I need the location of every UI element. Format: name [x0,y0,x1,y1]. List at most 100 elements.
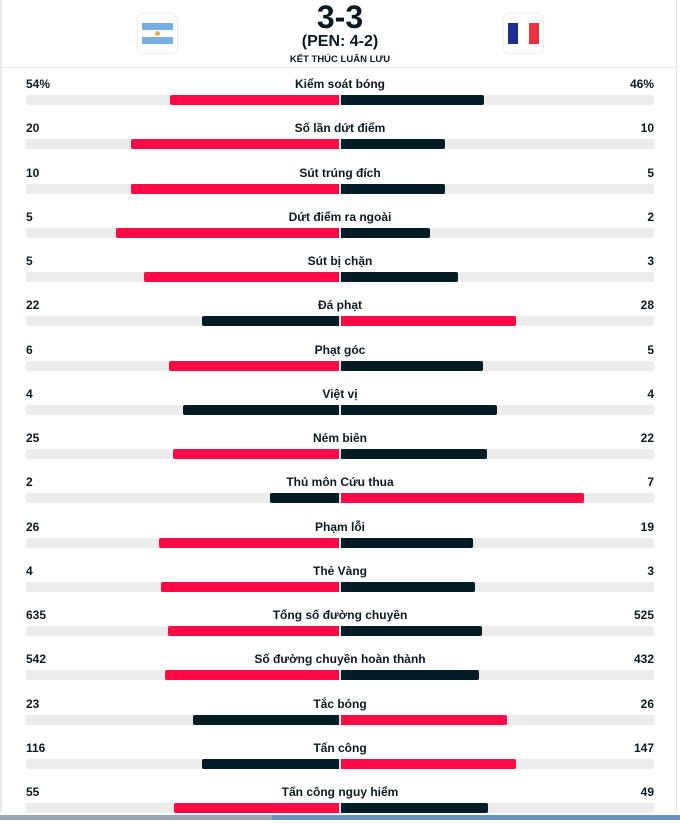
flag-stripe-blue [508,23,519,44]
away-stat-bar [341,404,497,415]
os-taskbar-edge [0,815,680,820]
away-stat-bar [341,139,445,150]
home-stat-bar [116,227,339,238]
stat-row: 2 Thủ môn Cứu thua 7 [0,474,680,514]
frame-border-left [0,0,2,812]
stat-bar-track [26,714,654,725]
away-stat-bar [341,537,473,548]
stat-row: 116 Tấn công 147 [0,740,680,780]
stat-bar-track [26,449,654,459]
stat-label: Số đường chuyền hoàn thành [254,652,426,667]
france-flag-icon [508,23,539,44]
stat-row: 4 Thẻ Vàng 3 [0,563,680,603]
stat-bar-track [26,758,654,769]
stat-label: Thủ môn Cứu thua [286,475,394,490]
home-stat-bar [270,493,339,504]
away-stat-value: 4 [647,386,654,401]
stat-label: Sút bị chặn [307,254,373,268]
stat-label: Tấn công nguy hiểm [281,785,399,799]
away-stat-value: 5 [647,342,654,357]
home-stat-bar [202,758,339,769]
home-stat-bar [131,183,339,194]
flag-stripe-white [518,23,529,44]
home-stat-value: 54% [26,77,51,91]
home-stat-value: 5 [26,209,33,224]
away-stat-value: 147 [633,740,654,755]
home-stat-value: 4 [26,563,33,578]
stat-row: 635 Tổng số đường chuyền 525 [0,607,680,647]
frame-border-right [676,0,677,812]
stat-row: 22 Đá phạt 28 [0,297,680,337]
home-stat-bar [183,404,339,415]
away-stat-bar [341,758,516,769]
stat-bar-track [26,227,654,238]
stat-label: Tấn công [313,740,367,755]
stat-row: 25 Ném biên 22 [0,430,680,470]
home-stat-bar [159,537,339,548]
away-stat-bar [341,449,487,459]
home-stat-value: 22 [26,298,40,313]
home-stat-bar [131,139,339,150]
stat-label: Ném biên [312,431,367,445]
away-stat-bar [341,316,516,327]
away-stat-bar [341,493,584,504]
away-team-badge[interactable] [503,13,544,54]
header-divider [2,67,676,68]
stat-bar-track [26,360,654,371]
away-stat-value: 525 [633,608,654,622]
match-score: 3-3 [316,0,364,35]
stat-label: Dứt điểm ra ngoài [288,209,392,224]
stat-label: Tổng số đường chuyền [272,608,408,622]
away-stat-bar [341,183,445,194]
away-stat-bar [341,272,458,282]
stat-bar-track [26,316,654,327]
home-stat-bar [165,670,339,681]
away-stat-value: 432 [633,652,654,667]
stat-row: 5 Sút bị chặn 3 [0,253,680,293]
away-stat-value: 3 [647,563,654,578]
home-stat-value: 20 [26,121,40,136]
stat-bar-track [26,670,654,681]
stat-bar-track [26,139,654,150]
home-stat-value: 4 [26,386,33,401]
stat-row: 23 Tắc bóng 26 [0,696,680,736]
stat-row: 6 Phạt góc 5 [0,342,680,382]
home-stat-value: 2 [26,475,33,490]
away-stat-value: 46% [629,77,654,91]
penalty-score: (PEN: 4-2) [301,33,379,50]
stat-row: 10 Sút trúng đích 5 [0,165,680,205]
away-stat-bar [341,227,430,238]
away-stat-value: 22 [640,431,654,445]
stat-label: Việt vị [322,386,358,401]
home-stat-bar [168,626,339,636]
home-stat-bar [202,316,339,327]
match-header: 3-3 (PEN: 4-2) KẾT THÚC LUÂN LƯU [0,0,680,67]
home-stat-value: 10 [26,165,40,180]
stat-label: Đá phạt [317,298,362,313]
away-stat-bar [341,714,507,725]
stat-bar-track [26,493,654,504]
stat-bar-track [26,95,654,105]
home-stat-value: 6 [26,342,33,357]
stat-row: 20 Số lần dứt điểm 10 [0,120,680,160]
stat-bar-track [26,183,654,194]
away-stat-bar [341,360,483,371]
home-stat-bar [161,581,339,592]
stat-row: 54% Kiểm soát bóng 46% [0,76,680,116]
away-stat-value: 28 [640,298,654,313]
away-stat-bar [341,803,488,813]
home-stat-value: 23 [26,696,40,711]
home-stat-bar [193,714,339,725]
home-stat-value: 635 [26,608,47,622]
home-team-badge[interactable] [137,13,178,54]
away-stat-value: 7 [647,475,654,490]
stat-label: Thẻ Vàng [312,563,367,578]
stat-row: 542 Số đường chuyền hoàn thành 432 [0,651,680,691]
away-stat-value: 19 [640,519,654,534]
stat-label: Sút trúng đích [299,165,381,180]
home-stat-value: 25 [26,431,40,445]
stat-row: 5 Dứt điểm ra ngoài 2 [0,209,680,249]
stat-label: Phạm lỗi [314,519,365,534]
away-stat-value: 2 [647,209,654,224]
argentina-flag-icon [142,23,173,44]
